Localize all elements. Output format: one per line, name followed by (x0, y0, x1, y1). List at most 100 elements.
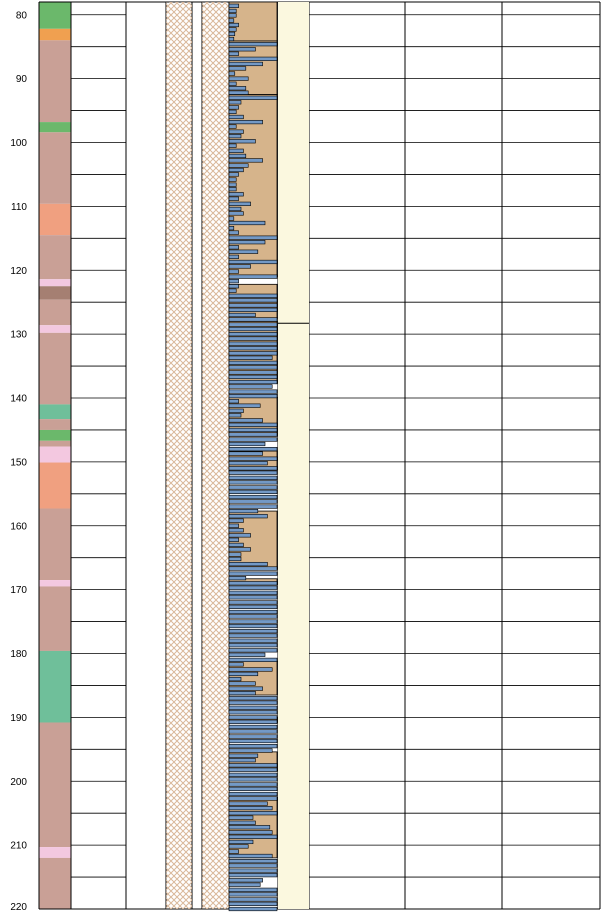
log-bar (228, 734, 278, 739)
log-bar (228, 109, 237, 114)
log-bar (228, 705, 278, 710)
log-bar (228, 274, 278, 279)
log-bar (228, 657, 278, 662)
log-bar (228, 844, 249, 849)
log-bar (228, 853, 273, 859)
log-bar (228, 791, 278, 797)
log-bar (228, 341, 278, 346)
log-bar (228, 114, 244, 120)
log-bar (228, 805, 273, 811)
log-bar (228, 504, 278, 509)
depth-axis: 80 90 100 110 120 130 140 150 160 170 180 190 200 210… (10, 10, 27, 913)
log-bar (228, 811, 278, 816)
log-bar (228, 744, 278, 749)
depth-label: 190 (10, 713, 27, 724)
log-bar (228, 226, 235, 231)
log-bar (228, 139, 256, 144)
depth-label: 140 (10, 394, 27, 405)
lithology-layer (39, 404, 71, 420)
depth-label: 170 (10, 585, 27, 596)
depth-label: 110 (11, 202, 27, 213)
log-bar (228, 437, 278, 442)
lithology-layer (39, 429, 71, 441)
log-bar (228, 681, 256, 686)
lithology-layer (39, 857, 71, 909)
depth-label: 200 (10, 777, 27, 788)
log-bar (228, 763, 278, 768)
log-bar (228, 81, 237, 86)
log-bar (228, 753, 259, 758)
log-bar (228, 494, 278, 500)
log-bar (228, 303, 278, 308)
log-bar (228, 336, 278, 341)
log-bar (228, 897, 278, 902)
log-bar (228, 901, 278, 906)
log-bar (228, 384, 273, 389)
log-bar (228, 365, 278, 370)
log-bar (228, 849, 239, 854)
log-bar (228, 66, 247, 71)
depth-label: 130 (10, 330, 27, 341)
log-bar (228, 868, 278, 873)
log-bar (228, 31, 236, 37)
hatched-column (166, 2, 192, 909)
log-bar (228, 514, 268, 519)
lithology-layer (39, 462, 71, 509)
log-bar (228, 561, 268, 567)
log-bar (228, 456, 278, 461)
lithology-layer (39, 299, 71, 326)
log-bar (228, 249, 259, 254)
log-bar (228, 475, 278, 480)
log-bar (228, 148, 244, 153)
cream-fill (278, 2, 309, 909)
log-bar (228, 547, 251, 552)
log-bar (228, 686, 263, 691)
log-bar (228, 758, 256, 763)
depth-label: 80 (16, 10, 28, 21)
log-bar (228, 710, 278, 715)
depth-label: 220 (10, 902, 27, 913)
log-bar (228, 489, 278, 495)
log-bar (228, 403, 261, 408)
log-bar (228, 719, 278, 724)
log-bar (228, 825, 271, 830)
depth-label: 210 (10, 841, 27, 852)
log-bar (228, 211, 244, 216)
log-bar (228, 124, 237, 129)
log-bar (228, 447, 278, 452)
log-bar (228, 638, 278, 643)
log-bar (228, 590, 278, 595)
log-bar (228, 748, 273, 753)
depth-label: 160 (10, 521, 27, 532)
log-bar (228, 652, 266, 657)
log-bar (228, 533, 251, 538)
log-bar (228, 523, 239, 528)
log-bar (228, 355, 273, 360)
log-bar (228, 216, 235, 221)
log-bar (228, 614, 278, 619)
log-bar (228, 724, 278, 730)
lithology-layer (39, 580, 71, 587)
log-bar (228, 220, 266, 226)
log-bar (228, 676, 242, 682)
log-bar (228, 643, 278, 648)
log-bar (228, 887, 278, 892)
cream-column (278, 2, 309, 909)
log-bar (228, 13, 237, 18)
log-bar (228, 786, 278, 792)
log-bar (228, 796, 278, 801)
log-bar (228, 3, 239, 8)
log-bar (228, 461, 268, 466)
log-bar (228, 777, 278, 782)
depth-label: 180 (10, 649, 27, 660)
log-bar (228, 600, 278, 605)
log-bar (228, 892, 278, 897)
log-bar (228, 700, 278, 705)
log-bar (228, 332, 278, 337)
log-bar (228, 648, 278, 653)
hatched-columns (166, 2, 229, 909)
lithology-layer (39, 325, 71, 333)
log-bar (228, 906, 278, 912)
sand-block (228, 1, 278, 42)
log-bar (228, 691, 256, 696)
